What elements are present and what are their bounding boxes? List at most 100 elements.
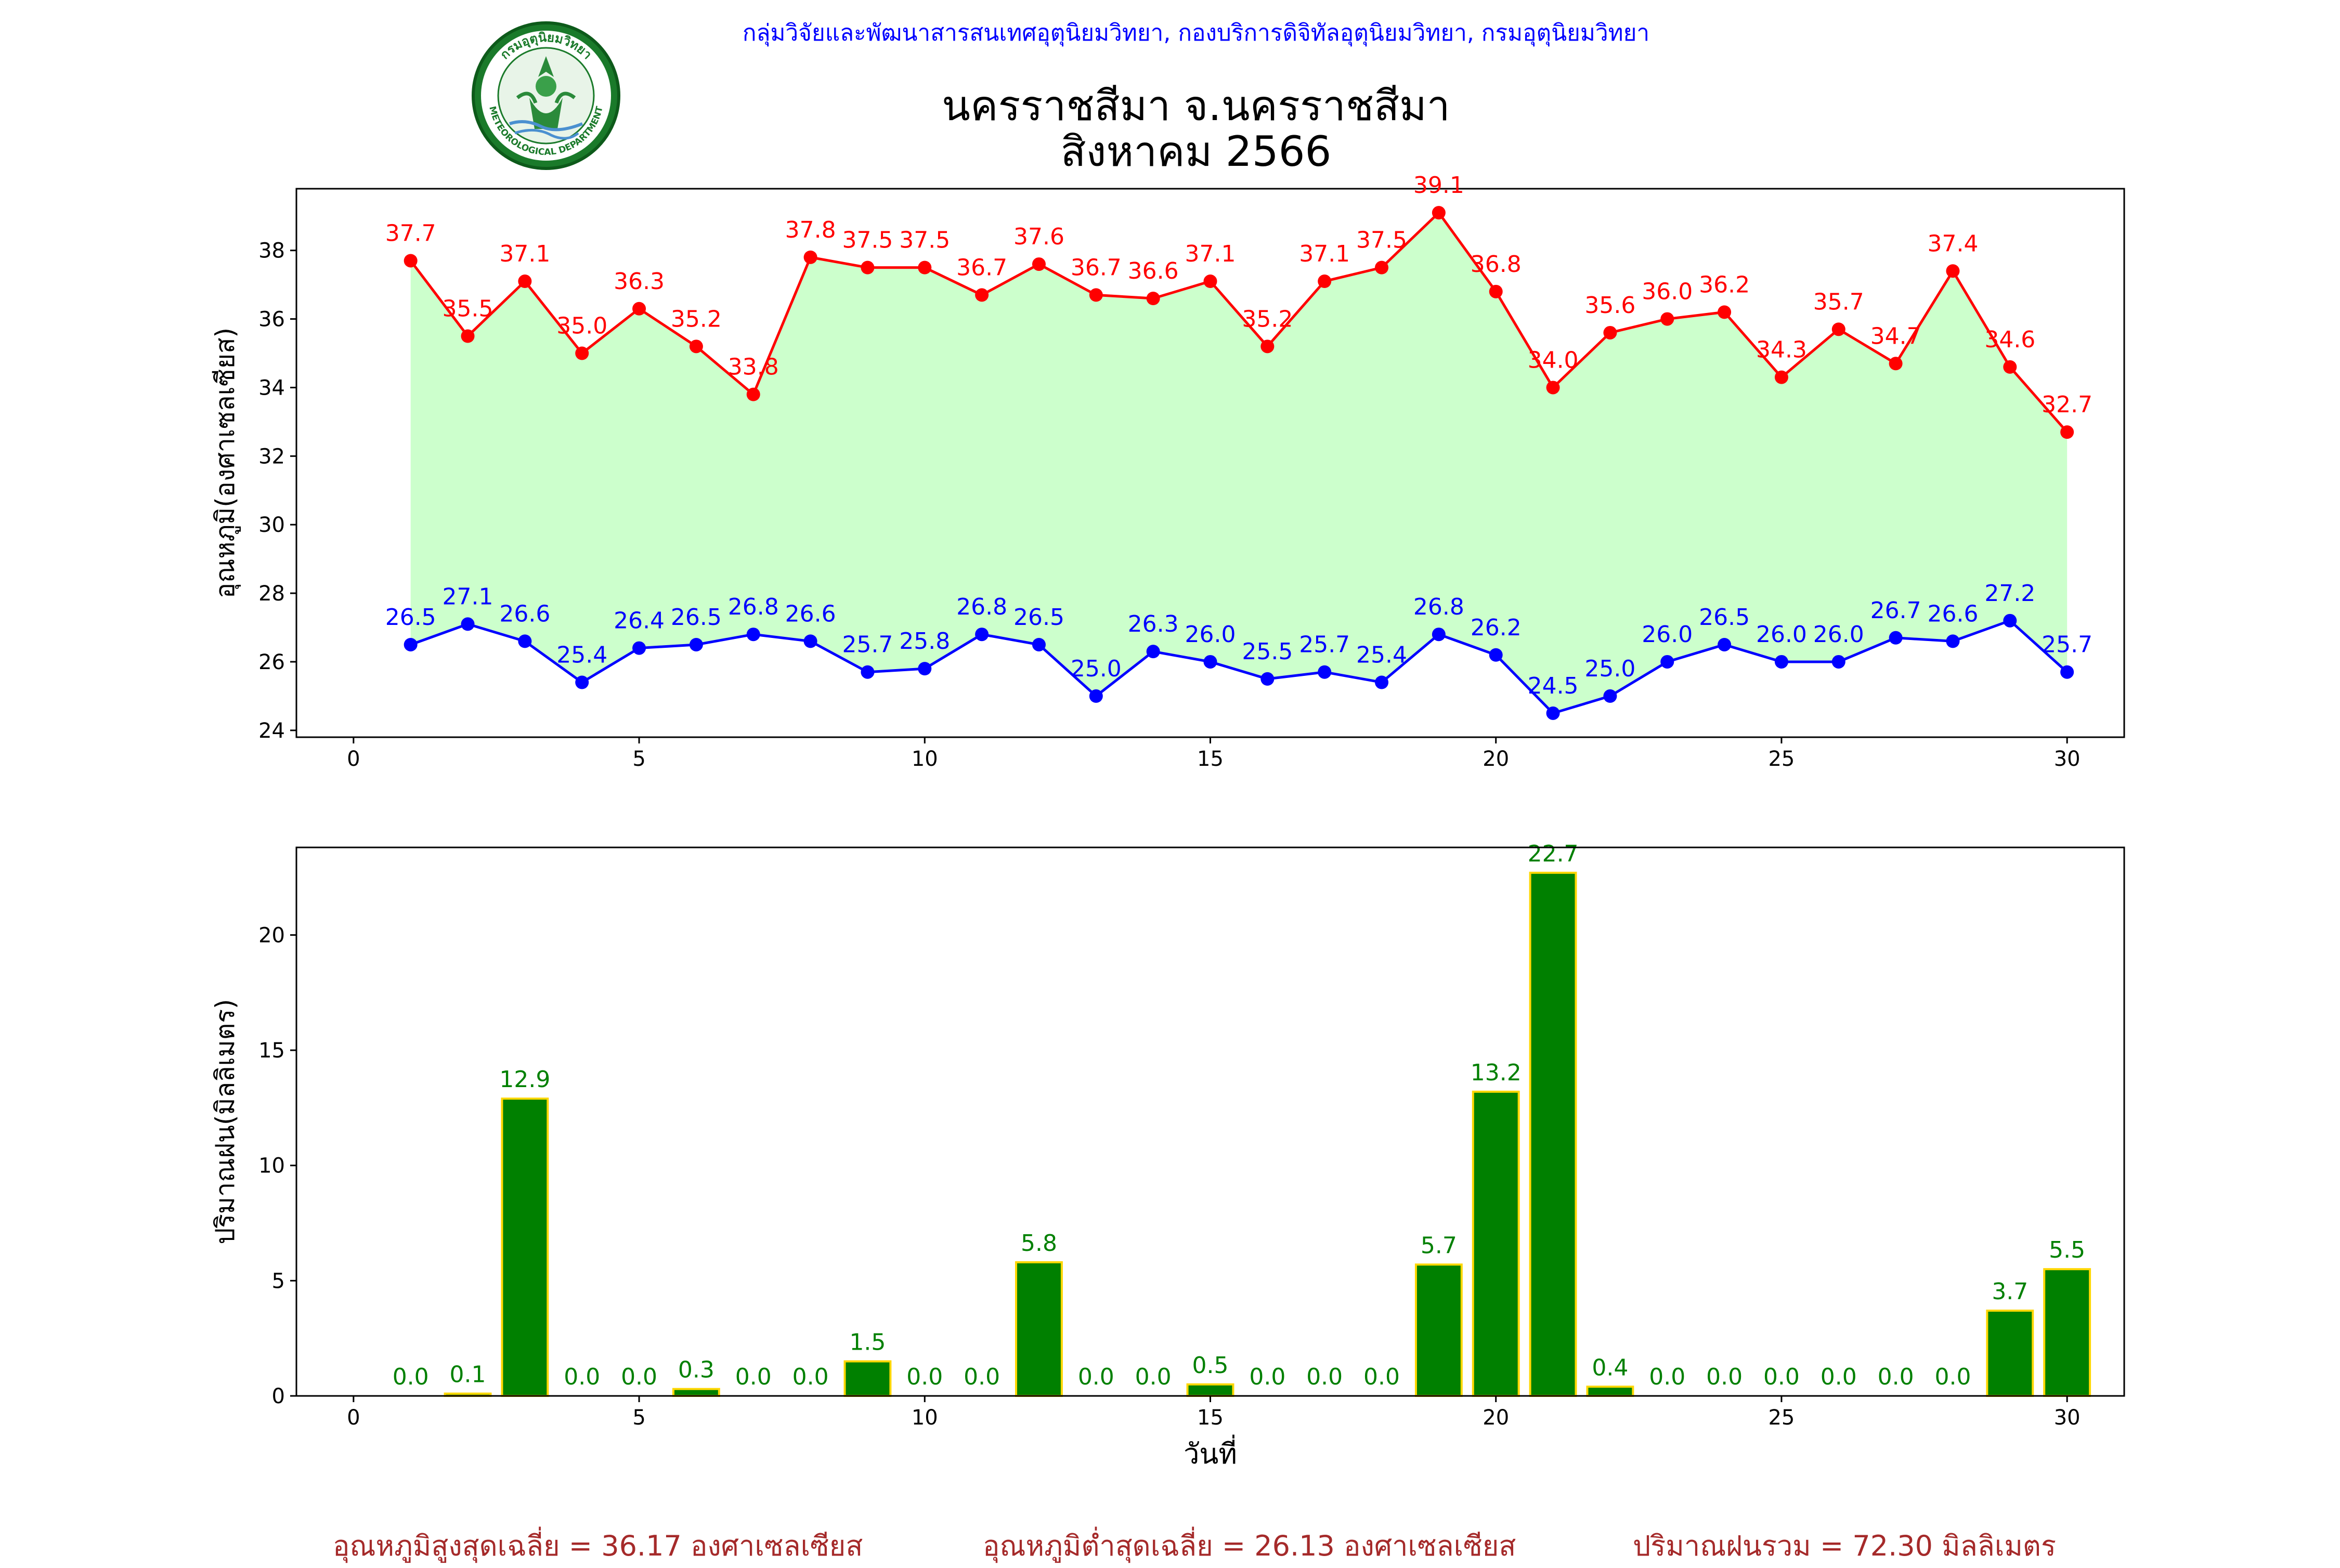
rain-bar: [1472, 1090, 1520, 1397]
rain-data-label: 22.7: [1528, 841, 1579, 867]
min-temp-data-label: 26.3: [1128, 611, 1179, 637]
rain-data-label: 0.0: [1878, 1364, 1914, 1390]
max-temp-point: [746, 387, 760, 401]
temperature-x-tick-label: 0: [347, 747, 360, 771]
min-temp-point: [2060, 665, 2074, 679]
temperature-y-tick-label: 26: [258, 650, 285, 674]
min-temp-point: [1774, 655, 1788, 669]
temperature-range-fill: [410, 213, 2068, 713]
rain-data-label: 0.0: [1934, 1364, 1971, 1390]
max-temp-point: [861, 260, 875, 275]
rain-data-label: 0.0: [1078, 1364, 1114, 1390]
agency-line: กลุ่มวิจัยและพัฒนาสารสนเทศอุตุนิยมวิทยา,…: [742, 20, 1650, 46]
temperature-x-tick-label: 5: [632, 747, 645, 771]
min-temp-point: [1375, 675, 1389, 689]
min-temp-data-label: 25.0: [1071, 656, 1122, 682]
max-temp-data-label: 36.8: [1471, 251, 1522, 278]
min-temp-data-label: 26.8: [1413, 594, 1464, 620]
max-temp-point: [1318, 275, 1332, 289]
max-temp-point: [632, 302, 646, 316]
max-temp-data-label: 37.5: [899, 227, 950, 254]
max-temp-point: [1032, 257, 1046, 271]
page-header: กลุ่มวิจัยและพัฒนาสารสนเทศอุตุนิยมวิทยา,…: [0, 0, 2340, 175]
max-temp-point: [1660, 312, 1674, 326]
max-temp-point: [575, 346, 589, 360]
rain-data-label: 0.0: [1649, 1364, 1685, 1390]
min-temp-point: [918, 662, 932, 676]
min-temp-data-label: 26.5: [671, 604, 722, 631]
max-temp-data-label: 34.0: [1528, 347, 1579, 373]
rainfall-x-axis-label: วันที่: [1184, 1434, 1237, 1470]
rainfall-y-tick-label: 5: [272, 1269, 285, 1293]
rain-data-label: 3.7: [1992, 1278, 2028, 1305]
min-temp-data-label: 25.0: [1584, 656, 1635, 682]
max-temp-point: [689, 339, 703, 354]
max-temp-data-label: 39.1: [1413, 172, 1464, 199]
min-temp-point: [461, 617, 475, 631]
rainfall-y-tick-label: 10: [258, 1154, 285, 1178]
temperature-y-axis-label: อุณหภูมิ(องศาเซลเซียส): [210, 328, 241, 598]
max-temp-data-label: 35.0: [556, 313, 607, 339]
min-temp-point: [803, 634, 817, 648]
max-temp-data-label: 37.4: [1927, 230, 1978, 257]
rain-data-label: 0.1: [450, 1362, 486, 1388]
avg-max-temp-summary: อุณหภูมิสูงสุดเฉลี่ย = 36.17 องศาเซลเซีย…: [333, 1530, 863, 1562]
rain-data-label: 0.4: [1592, 1354, 1628, 1381]
temperature-y-tick-label: 34: [258, 376, 285, 400]
rainfall-x-tick-label: 10: [912, 1406, 938, 1430]
rain-data-label: 0.0: [1821, 1364, 1857, 1390]
temperature-y-tick-label: 30: [258, 513, 285, 537]
rain-data-label: 5.8: [1021, 1230, 1057, 1257]
total-rain-summary: ปริมาณฝนรวม = 72.30 มิลลิเมตร: [1633, 1530, 2057, 1562]
max-temp-data-label: 35.7: [1813, 289, 1864, 315]
rain-data-label: 5.5: [2049, 1237, 2085, 1263]
max-temp-data-label: 37.1: [1185, 241, 1236, 267]
max-temp-data-label: 34.3: [1756, 337, 1807, 363]
max-temp-point: [2003, 360, 2017, 374]
max-temp-data-label: 36.3: [614, 268, 665, 295]
max-temp-data-label: 36.7: [1071, 254, 1122, 281]
temperature-y-tick-label: 36: [258, 308, 285, 332]
min-temp-point: [575, 675, 589, 689]
min-temp-point: [1203, 655, 1217, 669]
min-temp-point: [632, 641, 646, 655]
rain-bar: [1015, 1261, 1063, 1397]
summary-bar: อุณหภูมิสูงสุดเฉลี่ย = 36.17 องศาเซลเซีย…: [0, 1523, 2340, 1562]
min-temp-data-label: 26.6: [499, 600, 550, 627]
min-temp-data-label: 26.4: [614, 608, 665, 634]
min-temp-data-label: 26.5: [385, 604, 436, 631]
rain-data-label: 0.0: [906, 1364, 943, 1390]
rain-data-label: 0.0: [1706, 1364, 1743, 1390]
rainfall-y-axis-label: ปริมาณฝน(มิลลิเมตร): [210, 999, 240, 1244]
min-temp-data-label: 26.8: [956, 594, 1007, 620]
min-temp-point: [1432, 628, 1446, 642]
max-temp-point: [461, 329, 475, 343]
rain-data-label: 0.0: [393, 1364, 429, 1390]
meteorological-department-logo: กรมอุตุนิยมวิทยา METEOROLOGICAL DEPARTME…: [472, 21, 620, 170]
max-temp-point: [2060, 425, 2074, 439]
max-temp-data-label: 37.7: [385, 220, 436, 246]
rain-data-label: 1.5: [849, 1329, 886, 1356]
rain-bar: [1414, 1263, 1463, 1397]
min-temp-point: [1146, 645, 1160, 659]
rain-data-label: 0.0: [1763, 1364, 1800, 1390]
min-temp-data-label: 25.7: [842, 632, 893, 658]
max-temp-data-label: 35.2: [671, 306, 722, 332]
max-temp-point: [1375, 260, 1389, 275]
max-temp-point: [1774, 370, 1788, 384]
rainfall-x-tick-label: 5: [632, 1406, 645, 1430]
max-temp-line: [409, 211, 2069, 433]
max-temp-data-label: 36.0: [1642, 279, 1693, 305]
max-temp-data-label: 37.1: [1299, 241, 1350, 267]
min-temp-data-label: 26.2: [1471, 615, 1522, 641]
rainfall-x-tick-label: 30: [2054, 1406, 2081, 1430]
temperature-x-tick-label: 30: [2054, 747, 2081, 771]
rain-data-label: 0.0: [1135, 1364, 1172, 1390]
temperature-x-tick-label: 10: [912, 747, 938, 771]
avg-min-temp-summary: อุณหภูมิต่ำสุดเฉลี่ย = 26.13 องศาเซลเซีย…: [983, 1530, 1516, 1562]
rain-data-label: 0.0: [1249, 1364, 1285, 1390]
min-temp-data-label: 27.1: [443, 583, 493, 610]
temperature-y-tick-label: 38: [258, 239, 285, 263]
rain-bar: [501, 1097, 549, 1397]
min-temp-point: [1489, 648, 1503, 662]
